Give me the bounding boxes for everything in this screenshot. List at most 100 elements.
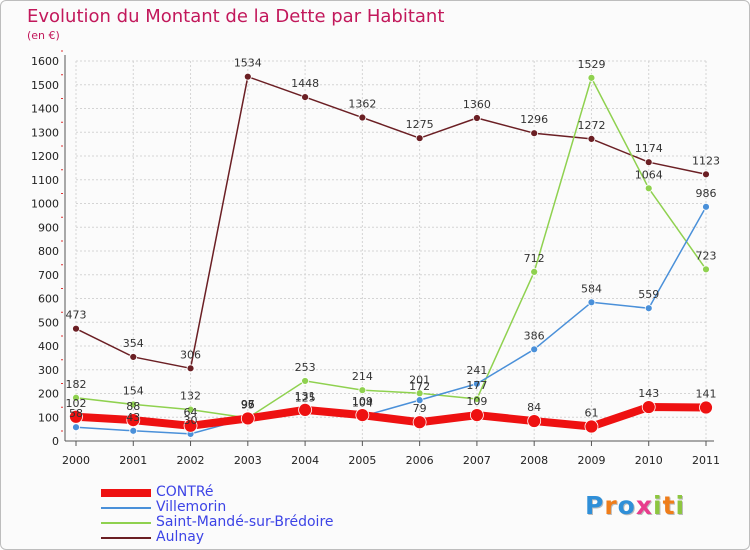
y-tick-label: 500 — [38, 316, 59, 329]
data-label-aulnay: 473 — [66, 309, 87, 322]
x-tick-label: 2008 — [520, 454, 548, 467]
data-label-contre: 141 — [696, 388, 717, 401]
data-point-aulnay — [358, 113, 367, 122]
data-labels: 473 354 306 1534 1448 1362 1275 1360 1296 1272 117… — [66, 57, 721, 427]
y-tick-label: 1600 — [31, 55, 59, 68]
y-tick-label: 400 — [38, 340, 59, 353]
series-line-villemorin — [75, 206, 707, 435]
y-tick-label: 300 — [38, 364, 59, 377]
y-tick-label: 1200 — [31, 150, 59, 163]
y-tick-label: 200 — [38, 388, 59, 401]
logo-letter: P — [585, 491, 605, 520]
y-tick-label: 600 — [38, 293, 59, 306]
data-label-aulnay: 306 — [180, 348, 201, 361]
data-label-contre: 109 — [352, 395, 373, 408]
x-tick-label: 2000 — [62, 454, 90, 467]
data-point-contre — [126, 413, 141, 428]
data-label-villemorin: 58 — [69, 407, 83, 420]
data-label-aulnay: 1123 — [692, 154, 720, 167]
series-line-saint-mande-sur-bredoire — [75, 77, 707, 419]
y-tick-label: 700 — [38, 269, 59, 282]
data-label-saint-mande-sur-bredoire: 712 — [524, 252, 545, 265]
data-label-saint-mande-sur-bredoire: 97 — [241, 398, 255, 411]
data-point-contre — [470, 408, 484, 423]
data-point-villemorin — [530, 345, 539, 354]
data-label-contre: 102 — [66, 397, 87, 410]
data-label-villemorin: 125 — [295, 391, 316, 404]
logo-letter: o — [617, 491, 636, 520]
series-lines — [69, 72, 713, 438]
x-tick-label: 2009 — [577, 454, 605, 467]
x-tick-label: 2006 — [406, 454, 434, 467]
data-point-saint-mande-sur-bredoire — [644, 184, 653, 193]
data-point-contre — [699, 400, 713, 415]
x-tick-label: 2010 — [635, 454, 663, 467]
data-label-villemorin: 241 — [466, 364, 487, 377]
legend-label-saint-mande: Saint-Mandé-sur-Brédoire — [156, 514, 334, 530]
x-tick-label: 2001 — [119, 454, 147, 467]
y-tick-label: 1000 — [31, 198, 59, 211]
logo-letter: i — [653, 491, 663, 520]
data-point-contre — [298, 402, 312, 417]
logo-letter: r — [604, 491, 618, 520]
data-label-aulnay: 1174 — [635, 142, 663, 155]
data-label-contre: 95 — [241, 398, 255, 411]
legend-swatch-aulnay — [101, 537, 151, 539]
data-point-saint-mande-sur-bredoire — [702, 265, 710, 274]
logo-letter: i — [675, 491, 686, 520]
data-label-saint-mande-sur-bredoire: 201 — [409, 373, 430, 386]
logo-letter: x — [635, 491, 653, 520]
data-point-aulnay — [415, 134, 424, 143]
x-tick-label: 2007 — [463, 454, 491, 467]
legend-swatch-villemorin — [101, 507, 151, 509]
data-point-villemorin — [72, 423, 80, 432]
data-label-villemorin: 559 — [638, 288, 659, 301]
data-label-villemorin: 986 — [696, 187, 717, 200]
data-point-saint-mande-sur-bredoire — [72, 393, 80, 402]
y-tick-label: 1100 — [31, 174, 59, 187]
data-label-contre: 143 — [638, 387, 659, 400]
data-point-saint-mande-sur-bredoire — [530, 267, 539, 276]
proxiti-logo[interactable]: Proxiti — [585, 491, 685, 520]
y-tick-label: 800 — [38, 245, 59, 258]
y-tick-label: 1400 — [31, 103, 59, 116]
data-point-aulnay — [530, 129, 539, 138]
data-label-villemorin: 386 — [524, 329, 545, 342]
data-point-saint-mande-sur-bredoire — [587, 73, 596, 82]
data-point-aulnay — [72, 324, 80, 333]
y-tick-label: 1500 — [31, 79, 59, 92]
data-point-villemorin — [473, 379, 481, 388]
legend-swatch-saint-mande — [101, 522, 151, 524]
data-point-villemorin — [644, 304, 653, 313]
x-tick-label: 2005 — [348, 454, 376, 467]
data-point-contre — [641, 400, 656, 414]
y-tick-label: 100 — [38, 411, 59, 424]
data-label-saint-mande-sur-bredoire: 1529 — [577, 58, 605, 71]
x-tick-label: 2011 — [692, 454, 720, 467]
grid-lines — [75, 60, 707, 442]
data-point-contre — [584, 419, 599, 434]
x-tick-label: 2003 — [234, 454, 262, 467]
data-point-contre — [183, 418, 198, 433]
data-label-aulnay: 1360 — [463, 98, 491, 111]
data-label-villemorin: 30 — [184, 414, 198, 427]
data-label-villemorin: 104 — [352, 396, 373, 409]
x-tick-label: 2002 — [177, 454, 205, 467]
data-point-aulnay — [587, 134, 596, 143]
legend-label-villemorin: Villemorin — [156, 499, 227, 515]
data-label-contre: 88 — [126, 400, 140, 413]
x-tick-label: 2004 — [291, 454, 319, 467]
data-label-villemorin: 96 — [241, 398, 255, 411]
data-point-contre — [527, 414, 542, 428]
data-label-saint-mande-sur-bredoire: 253 — [295, 361, 316, 374]
data-label-aulnay: 1362 — [348, 98, 376, 111]
data-label-villemorin: 172 — [409, 380, 430, 393]
data-label-contre: 131 — [295, 390, 316, 403]
data-label-aulnay: 1296 — [520, 113, 548, 126]
series-line-aulnay — [75, 75, 707, 370]
data-label-saint-mande-sur-bredoire: 214 — [352, 370, 373, 383]
data-label-saint-mande-sur-bredoire: 177 — [466, 379, 487, 392]
data-label-saint-mande-sur-bredoire: 132 — [180, 390, 201, 403]
data-point-saint-mande-sur-bredoire — [129, 400, 138, 409]
